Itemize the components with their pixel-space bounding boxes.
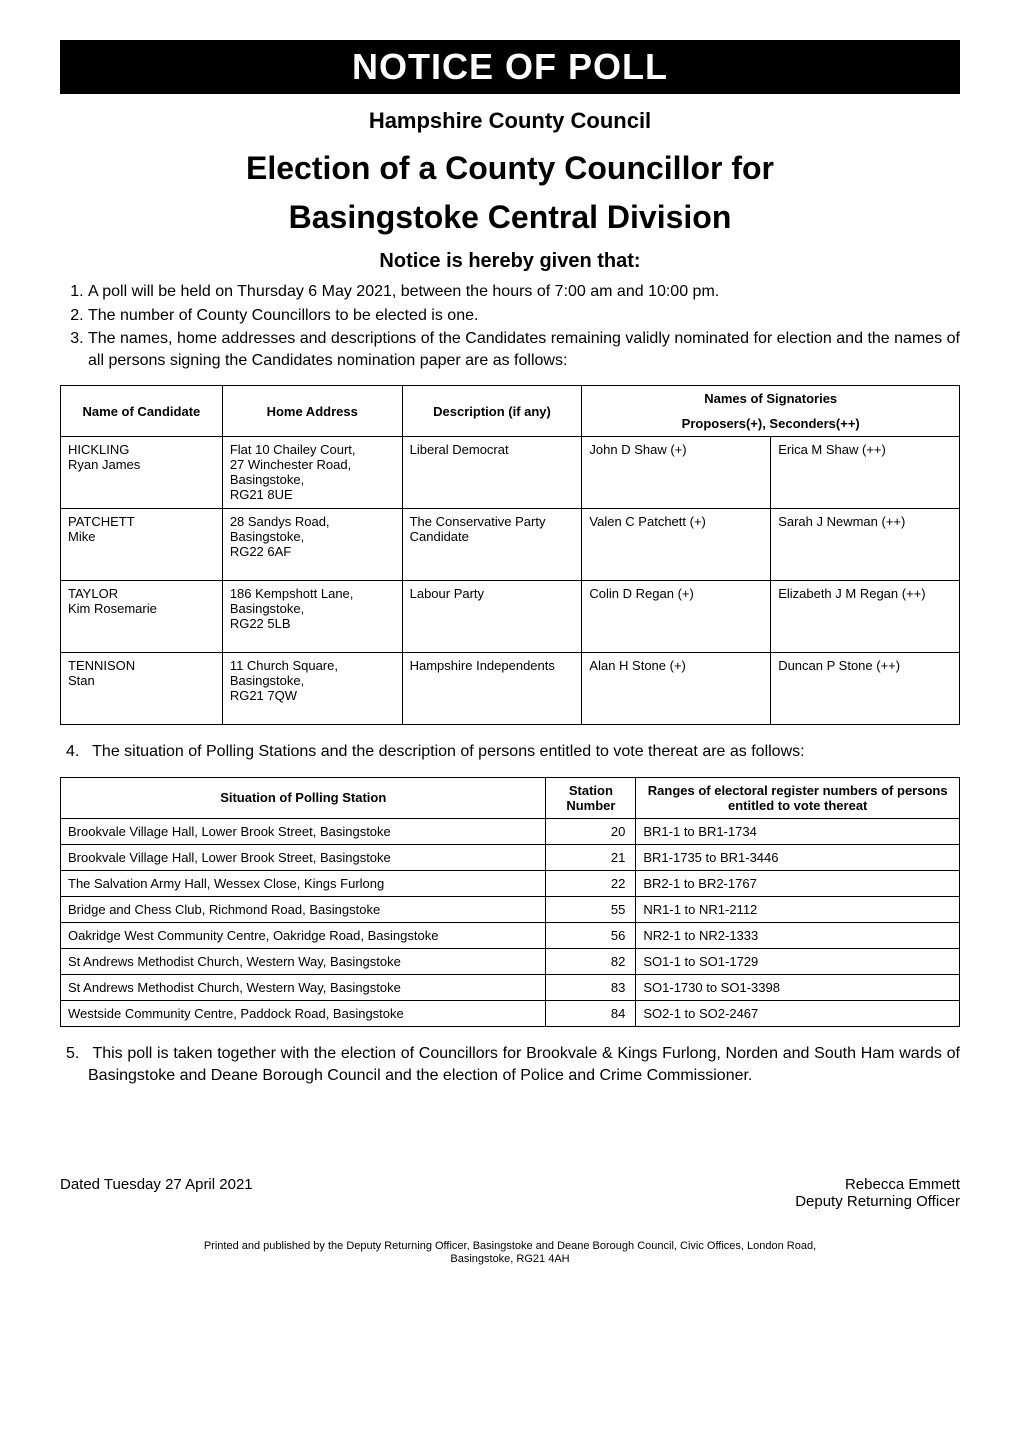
cell-seconder: Duncan P Stone (++) bbox=[771, 653, 960, 725]
para-4: 4. The situation of Polling Stations and… bbox=[60, 741, 960, 763]
cell-description: Liberal Democrat bbox=[402, 437, 582, 509]
cell-situation: Westside Community Centre, Paddock Road,… bbox=[61, 1000, 546, 1026]
cell-station-number: 21 bbox=[546, 844, 636, 870]
cell-situation: The Salvation Army Hall, Wessex Close, K… bbox=[61, 870, 546, 896]
cell-address: 28 Sandys Road,Basingstoke,RG22 6AF bbox=[222, 509, 402, 581]
print-line-1: Printed and published by the Deputy Retu… bbox=[60, 1240, 960, 1253]
para-5: 5. This poll is taken together with the … bbox=[60, 1043, 960, 1086]
officer-name: Rebecca Emmett bbox=[795, 1176, 960, 1193]
para-4-text: The situation of Polling Stations and th… bbox=[92, 743, 804, 760]
table-row: St Andrews Methodist Church, Western Way… bbox=[61, 974, 960, 1000]
cell-description: Labour Party bbox=[402, 581, 582, 653]
table-row: Oakridge West Community Centre, Oakridge… bbox=[61, 922, 960, 948]
banner-title: NOTICE OF POLL bbox=[60, 46, 960, 88]
cell-station-number: 55 bbox=[546, 896, 636, 922]
cell-address: 11 Church Square,Basingstoke,RG21 7QW bbox=[222, 653, 402, 725]
cell-ranges: NR2-1 to NR2-1333 bbox=[636, 922, 960, 948]
table-row: TAYLORKim Rosemarie186 Kempshott Lane,Ba… bbox=[61, 581, 960, 653]
rules-list: A poll will be held on Thursday 6 May 20… bbox=[60, 281, 960, 371]
cell-name: TAYLORKim Rosemarie bbox=[61, 581, 223, 653]
cell-proposer: Valen C Patchett (+) bbox=[582, 509, 771, 581]
cell-seconder: Sarah J Newman (++) bbox=[771, 509, 960, 581]
para-5-num: 5. bbox=[66, 1043, 88, 1065]
table-header-row: Situation of Polling Station Station Num… bbox=[61, 777, 960, 818]
cell-name: PATCHETTMike bbox=[61, 509, 223, 581]
cell-ranges: NR1-1 to NR1-2112 bbox=[636, 896, 960, 922]
cell-ranges: SO1-1 to SO1-1729 bbox=[636, 948, 960, 974]
cell-ranges: SO1-1730 to SO1-3398 bbox=[636, 974, 960, 1000]
election-heading: Election of a County Councillor for bbox=[60, 150, 960, 187]
table-header-row: Name of Candidate Home Address Descripti… bbox=[61, 386, 960, 412]
cell-ranges: BR1-1 to BR1-1734 bbox=[636, 818, 960, 844]
cell-situation: Oakridge West Community Centre, Oakridge… bbox=[61, 922, 546, 948]
rule-3: The names, home addresses and descriptio… bbox=[88, 328, 960, 371]
notice-banner: NOTICE OF POLL bbox=[60, 40, 960, 94]
rule-1: A poll will be held on Thursday 6 May 20… bbox=[88, 281, 960, 303]
council-name: Hampshire County Council bbox=[60, 108, 960, 134]
para-4-num: 4. bbox=[66, 741, 88, 763]
col-description: Description (if any) bbox=[402, 386, 582, 437]
cell-ranges: BR2-1 to BR2-1767 bbox=[636, 870, 960, 896]
cell-situation: St Andrews Methodist Church, Western Way… bbox=[61, 948, 546, 974]
cell-station-number: 84 bbox=[546, 1000, 636, 1026]
cell-seconder: Erica M Shaw (++) bbox=[771, 437, 960, 509]
notice-subheading: Notice is hereby given that: bbox=[60, 250, 960, 273]
cell-ranges: SO2-1 to SO2-2467 bbox=[636, 1000, 960, 1026]
cell-proposer: Alan H Stone (+) bbox=[582, 653, 771, 725]
cell-name: HICKLINGRyan James bbox=[61, 437, 223, 509]
table-row: St Andrews Methodist Church, Western Way… bbox=[61, 948, 960, 974]
table-row: Brookvale Village Hall, Lower Brook Stre… bbox=[61, 818, 960, 844]
table-row: TENNISONStan11 Church Square,Basingstoke… bbox=[61, 653, 960, 725]
table-row: Westside Community Centre, Paddock Road,… bbox=[61, 1000, 960, 1026]
print-line-2: Basingstoke, RG21 4AH bbox=[60, 1253, 960, 1266]
cell-situation: Brookvale Village Hall, Lower Brook Stre… bbox=[61, 844, 546, 870]
col-address: Home Address bbox=[222, 386, 402, 437]
cell-situation: Brookvale Village Hall, Lower Brook Stre… bbox=[61, 818, 546, 844]
col-signatories-sub: Proposers(+), Seconders(++) bbox=[582, 411, 960, 437]
table-row: Bridge and Chess Club, Richmond Road, Ba… bbox=[61, 896, 960, 922]
col-station-number: Station Number bbox=[546, 777, 636, 818]
cell-name: TENNISONStan bbox=[61, 653, 223, 725]
table-row: HICKLINGRyan JamesFlat 10 Chailey Court,… bbox=[61, 437, 960, 509]
cell-ranges: BR1-1735 to BR1-3446 bbox=[636, 844, 960, 870]
cell-station-number: 22 bbox=[546, 870, 636, 896]
print-line: Printed and published by the Deputy Retu… bbox=[60, 1240, 960, 1266]
cell-description: The Conservative Party Candidate bbox=[402, 509, 582, 581]
cell-station-number: 82 bbox=[546, 948, 636, 974]
cell-description: Hampshire Independents bbox=[402, 653, 582, 725]
col-signatories: Names of Signatories bbox=[582, 386, 960, 412]
cell-proposer: John D Shaw (+) bbox=[582, 437, 771, 509]
footer-officer: Rebecca Emmett Deputy Returning Officer bbox=[795, 1176, 960, 1210]
rule-2: The number of County Councillors to be e… bbox=[88, 305, 960, 327]
cell-station-number: 20 bbox=[546, 818, 636, 844]
cell-station-number: 56 bbox=[546, 922, 636, 948]
cell-seconder: Elizabeth J M Regan (++) bbox=[771, 581, 960, 653]
officer-title: Deputy Returning Officer bbox=[795, 1193, 960, 1210]
cell-station-number: 83 bbox=[546, 974, 636, 1000]
footer: Dated Tuesday 27 April 2021 Rebecca Emme… bbox=[60, 1176, 960, 1210]
cell-situation: St Andrews Methodist Church, Western Way… bbox=[61, 974, 546, 1000]
col-ranges: Ranges of electoral register numbers of … bbox=[636, 777, 960, 818]
col-situation: Situation of Polling Station bbox=[61, 777, 546, 818]
division-heading: Basingstoke Central Division bbox=[60, 199, 960, 236]
cell-address: Flat 10 Chailey Court,27 Winchester Road… bbox=[222, 437, 402, 509]
candidates-table: Name of Candidate Home Address Descripti… bbox=[60, 385, 960, 725]
footer-dated: Dated Tuesday 27 April 2021 bbox=[60, 1176, 253, 1210]
cell-address: 186 Kempshott Lane,Basingstoke,RG22 5LB bbox=[222, 581, 402, 653]
cell-situation: Bridge and Chess Club, Richmond Road, Ba… bbox=[61, 896, 546, 922]
col-name: Name of Candidate bbox=[61, 386, 223, 437]
stations-table: Situation of Polling Station Station Num… bbox=[60, 777, 960, 1027]
para-5-text: This poll is taken together with the ele… bbox=[88, 1045, 960, 1084]
table-row: Brookvale Village Hall, Lower Brook Stre… bbox=[61, 844, 960, 870]
table-row: The Salvation Army Hall, Wessex Close, K… bbox=[61, 870, 960, 896]
table-row: PATCHETTMike28 Sandys Road,Basingstoke,R… bbox=[61, 509, 960, 581]
cell-proposer: Colin D Regan (+) bbox=[582, 581, 771, 653]
